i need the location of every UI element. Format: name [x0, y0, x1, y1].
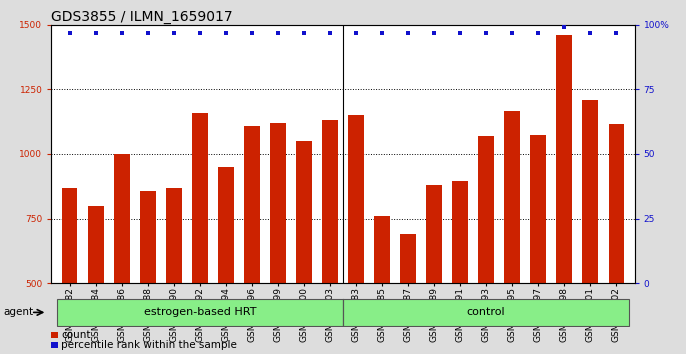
Bar	[452, 181, 468, 283]
Text: percentile rank within the sample: percentile rank within the sample	[61, 341, 237, 350]
Point	[403, 30, 414, 35]
Bar	[192, 113, 208, 283]
Bar	[140, 192, 156, 283]
Point	[116, 30, 127, 35]
Bar	[62, 188, 78, 283]
Text: agent: agent	[3, 307, 34, 318]
Point	[324, 30, 335, 35]
Point	[91, 30, 102, 35]
Bar	[51, 342, 58, 348]
Point	[533, 30, 544, 35]
Point	[298, 30, 309, 35]
Point	[64, 30, 75, 35]
Bar	[375, 216, 390, 283]
Point	[272, 30, 283, 35]
Point	[559, 24, 570, 30]
Text: count: count	[61, 330, 91, 340]
Point	[507, 30, 518, 35]
Point	[481, 30, 492, 35]
Bar	[270, 123, 286, 283]
Bar	[296, 141, 311, 283]
Bar	[218, 167, 234, 283]
Bar	[504, 112, 520, 283]
Point	[142, 30, 153, 35]
Bar	[88, 206, 104, 283]
Point	[168, 30, 179, 35]
Point	[194, 30, 205, 35]
Point	[351, 30, 362, 35]
Text: GDS3855 / ILMN_1659017: GDS3855 / ILMN_1659017	[51, 10, 233, 24]
Bar	[530, 135, 546, 283]
Bar	[608, 124, 624, 283]
Point	[584, 30, 595, 35]
Text: estrogen-based HRT: estrogen-based HRT	[143, 307, 256, 317]
Point	[611, 30, 622, 35]
Point	[377, 30, 388, 35]
Bar	[166, 188, 182, 283]
Text: control: control	[467, 307, 506, 317]
Bar	[556, 35, 572, 283]
Bar	[348, 115, 364, 283]
Bar	[322, 120, 338, 283]
Bar	[582, 100, 598, 283]
Bar	[51, 332, 58, 338]
Bar	[426, 185, 442, 283]
Bar	[478, 136, 494, 283]
Bar	[400, 234, 416, 283]
Point	[220, 30, 231, 35]
FancyBboxPatch shape	[57, 299, 343, 326]
Point	[246, 30, 257, 35]
Bar	[114, 154, 130, 283]
Point	[429, 30, 440, 35]
FancyBboxPatch shape	[343, 299, 629, 326]
Bar	[244, 126, 260, 283]
Point	[455, 30, 466, 35]
